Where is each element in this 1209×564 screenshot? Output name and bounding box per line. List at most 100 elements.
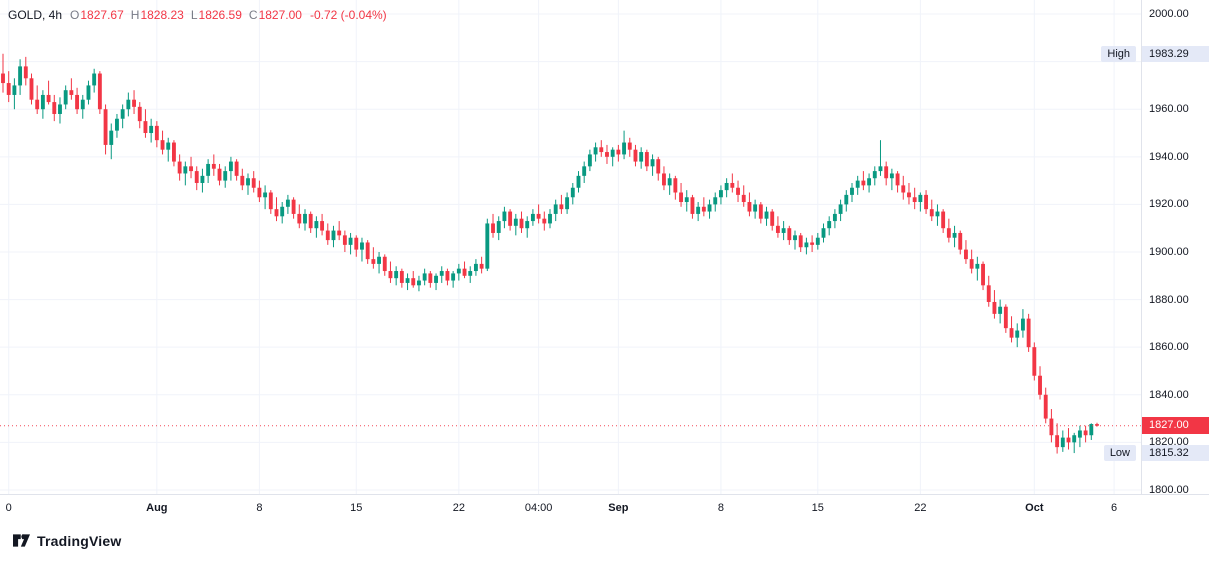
candle-body (758, 204, 763, 219)
candle-body (126, 99, 131, 110)
price-tick: 1840.00 (1149, 388, 1189, 401)
low-label: L (190, 8, 198, 22)
candle-body (958, 232, 963, 250)
candle-body (964, 249, 968, 260)
candle-body (97, 73, 102, 110)
candle-body (798, 235, 803, 248)
candle-body (582, 166, 587, 176)
time-axis[interactable]: 0 Aug 8 15 22 04:00 Sep 8 15 22 Oct 6 (0, 494, 1209, 521)
candle-body (616, 149, 621, 155)
tradingview-logo-icon (13, 534, 30, 547)
candle-body (69, 90, 74, 95)
candle-body (411, 278, 416, 286)
candle-body (320, 221, 325, 231)
candle-body (314, 221, 319, 229)
candle-body (986, 285, 991, 302)
low-word-badge: Low (1103, 445, 1136, 462)
candle-body (707, 204, 712, 212)
candle-body (479, 263, 484, 269)
candle-body (308, 213, 313, 229)
candle-body (593, 147, 598, 155)
candle-body (405, 278, 410, 283)
price-tick: 1860.00 (1149, 341, 1189, 354)
candle-body (781, 228, 786, 233)
candle-body (747, 202, 752, 212)
symbol-legend: GOLD, 4h O 1827.67 H 1828.23 L 1826.59 C 182… (8, 8, 387, 22)
candle-body (1060, 437, 1065, 448)
candle-body (701, 206, 706, 212)
candle-body (1066, 437, 1071, 443)
candle-body (183, 166, 188, 174)
time-tick: 15 (811, 502, 824, 514)
candle-body (12, 85, 17, 95)
current-price-badge: 1827.00 (1142, 417, 1209, 435)
candle-body (815, 237, 820, 245)
candle-body (1049, 418, 1054, 436)
candle-body (793, 235, 797, 241)
time-tick: 22 (452, 502, 465, 514)
candle-body (280, 206, 285, 217)
candle-body (325, 230, 330, 241)
change-value: -0.72 (-0.04%) (309, 8, 387, 22)
candlestick-chart[interactable] (0, 0, 1141, 494)
candle-body (656, 159, 661, 174)
candle-body (132, 99, 136, 107)
candle-body (1089, 424, 1094, 436)
open-value: O 1827.67 (70, 8, 124, 22)
candle-body (570, 187, 575, 198)
candle-body (844, 194, 849, 205)
candle-body (901, 185, 906, 193)
candle-body (456, 268, 461, 274)
price-tick: 1900.00 (1149, 245, 1189, 258)
brand-text: TradingView (37, 532, 122, 549)
candle-body (895, 173, 900, 186)
candle-body (377, 256, 381, 264)
chart-pane[interactable]: GOLD, 4h O 1827.67 H 1828.23 L 1826.59 C 182… (0, 0, 1141, 494)
candle-body (371, 259, 376, 264)
candle-body (348, 237, 353, 245)
candle-body (1043, 394, 1048, 419)
candle-body (149, 125, 154, 134)
candle-body (29, 78, 34, 100)
candle-body (80, 99, 85, 110)
candle-body (365, 242, 370, 260)
candle-body (257, 187, 262, 198)
candle-body (496, 221, 501, 233)
candle-body (228, 161, 233, 172)
candle-body (912, 197, 917, 203)
candle-body (399, 271, 404, 283)
symbol-title[interactable]: GOLD, 4h (8, 8, 63, 22)
candle-body (166, 142, 171, 150)
candle-body (268, 192, 273, 210)
candle-body (667, 178, 672, 186)
candle-body (975, 263, 980, 269)
candle-body (52, 102, 57, 114)
candle-body (109, 130, 114, 145)
time-tick: Sep (608, 502, 629, 514)
tradingview-brand[interactable]: TradingView (12, 532, 121, 549)
candle-body (451, 273, 456, 281)
candle-body (548, 213, 552, 224)
candle-body (981, 263, 985, 286)
candle-body (775, 225, 780, 233)
candle-body (1095, 424, 1099, 426)
open-price: 1827.67 (80, 8, 124, 22)
candle-body (120, 109, 125, 119)
candle-body (462, 268, 467, 276)
candle-body (303, 213, 307, 224)
candle-body (1083, 430, 1088, 436)
candle-body (610, 149, 615, 157)
candle-body (263, 192, 268, 198)
low-price-label: 1815.32 (1142, 445, 1209, 462)
candle-body (143, 121, 148, 134)
candle-body (764, 211, 769, 219)
candle-body (342, 235, 347, 245)
candle-body (439, 271, 444, 276)
candle-body (172, 142, 176, 162)
candle-body (422, 273, 427, 281)
time-tick: 15 (350, 502, 363, 514)
price-axis[interactable]: 2000.00 1960.00 1940.00 1920.00 1900.00 1880.… (1141, 0, 1209, 496)
candle-body (240, 175, 245, 186)
price-tick: 1880.00 (1149, 293, 1189, 306)
candle-body (428, 273, 433, 283)
